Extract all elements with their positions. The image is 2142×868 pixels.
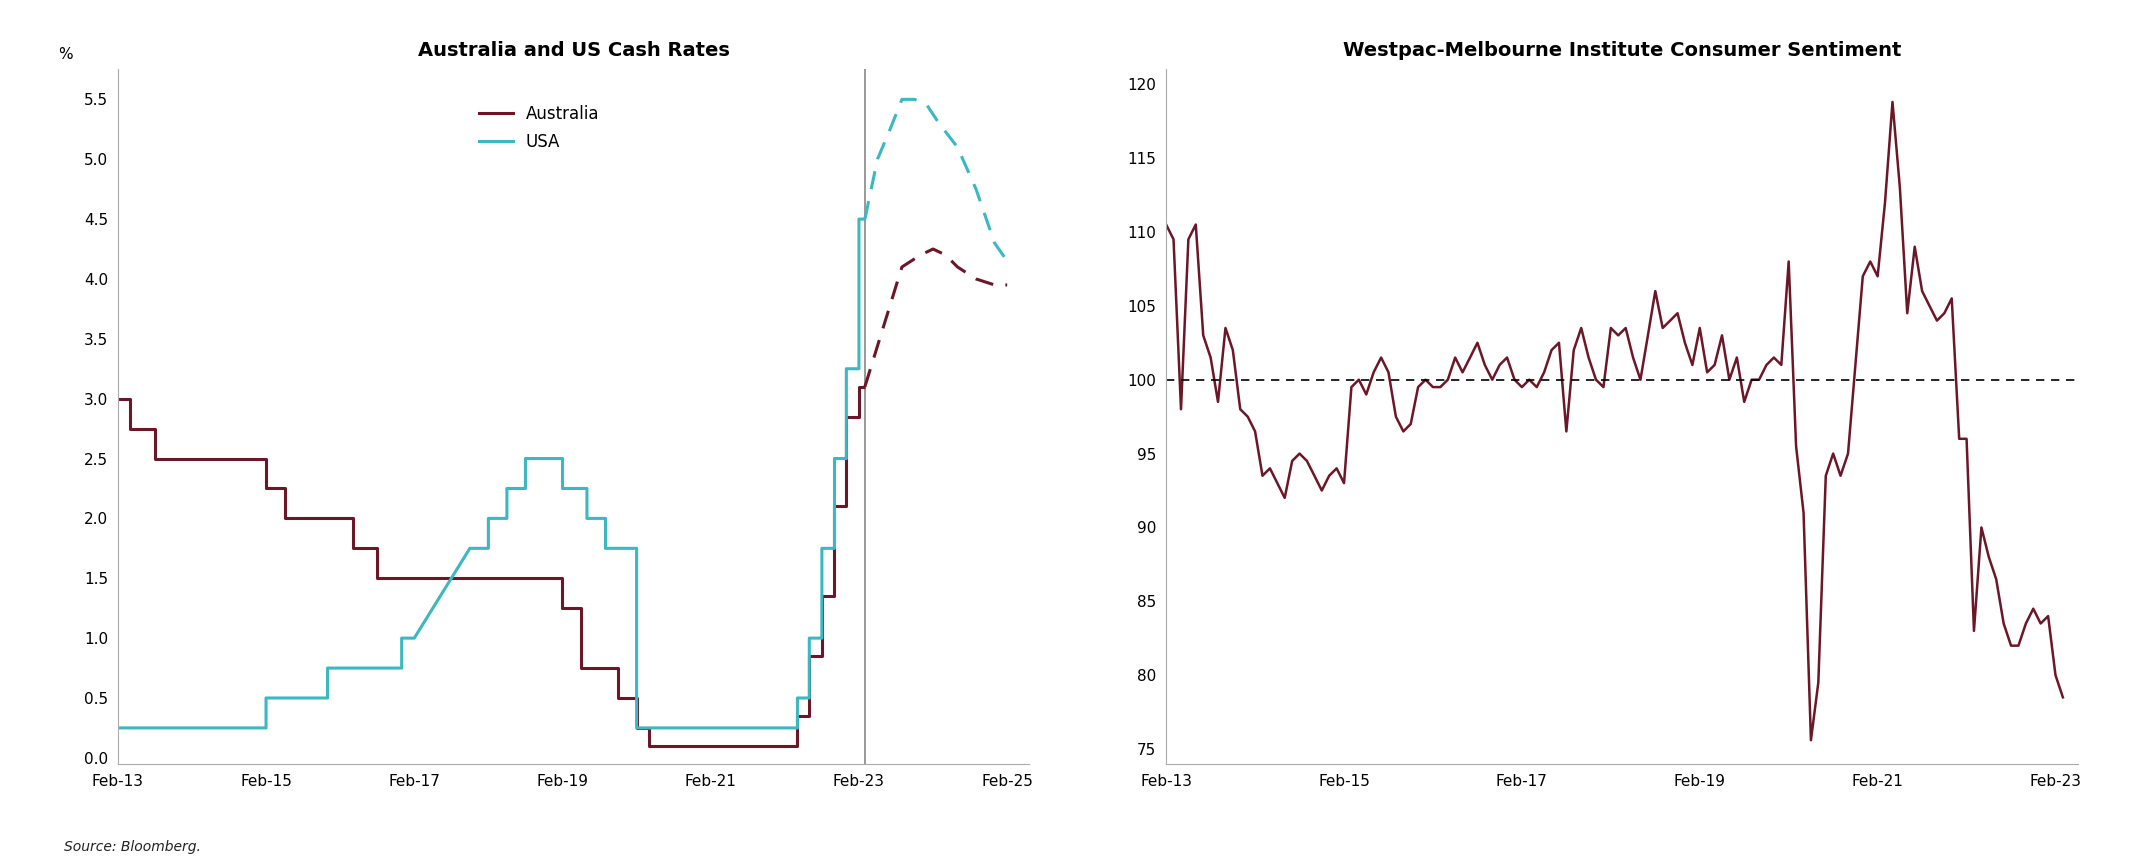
Title: Australia and US Cash Rates: Australia and US Cash Rates bbox=[418, 41, 730, 60]
Text: %: % bbox=[58, 48, 73, 62]
Title: Westpac-Melbourne Institute Consumer Sentiment: Westpac-Melbourne Institute Consumer Sen… bbox=[1343, 41, 1902, 60]
Text: Source: Bloomberg.: Source: Bloomberg. bbox=[64, 839, 201, 853]
Legend: Australia, USA: Australia, USA bbox=[473, 99, 606, 158]
